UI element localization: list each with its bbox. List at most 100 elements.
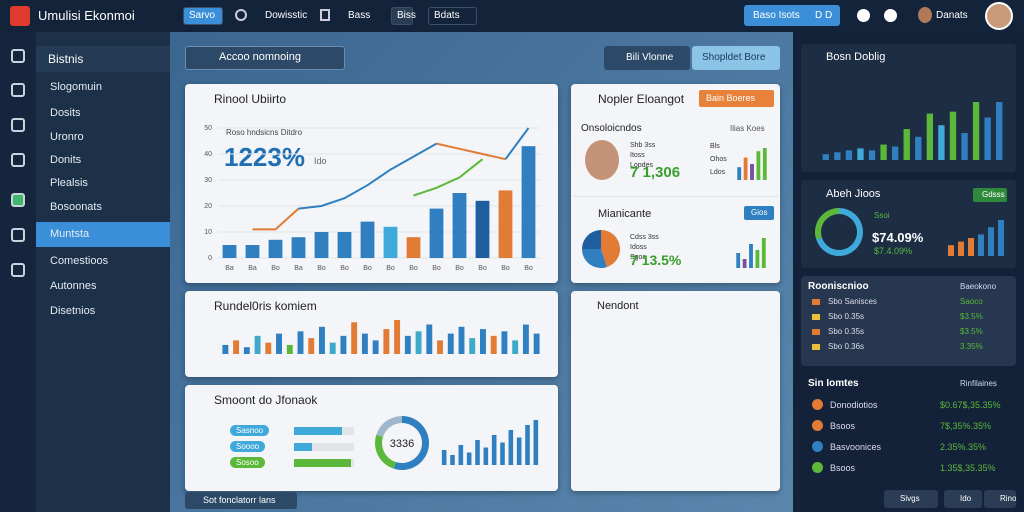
row-dot — [812, 399, 823, 410]
row-dot — [812, 420, 823, 431]
active-item[interactable] — [36, 222, 170, 247]
footer-pill-label[interactable]: Sot fonclatorr lans — [203, 495, 276, 505]
bar — [750, 164, 754, 180]
bar — [441, 450, 447, 465]
bar — [447, 333, 454, 354]
nav-item[interactable]: Biss — [397, 10, 416, 21]
icon[interactable] — [884, 9, 897, 22]
row-icon — [812, 314, 820, 320]
sidebar-item[interactable]: Disetnios — [50, 305, 96, 317]
progress-fill — [294, 443, 312, 451]
panel-button-label[interactable]: Rino — [1000, 494, 1017, 503]
bar — [383, 329, 390, 354]
user-name[interactable]: Danats — [936, 10, 968, 21]
nav-button[interactable] — [183, 7, 223, 25]
section-note: Rinfilaines — [960, 379, 997, 388]
sidebar-item[interactable]: Muntsta — [50, 228, 90, 240]
panel-button-label[interactable]: Ido — [960, 494, 972, 503]
nav-icon[interactable] — [11, 228, 25, 242]
bar — [426, 324, 433, 354]
button-label[interactable]: Gios — [751, 208, 768, 217]
bar — [755, 250, 760, 268]
filter-label[interactable]: Bili Vlonne — [626, 52, 674, 63]
nav-icon[interactable] — [11, 49, 25, 63]
summary-bars — [441, 420, 539, 465]
overview-chart: 0 10 20 30 40 50 Ba Ba Bo Ba Bo Bo Bo Bo Bo Bo Bo Bo Bo Bo — [204, 125, 540, 272]
sidebar-item[interactable]: Plealsis — [50, 177, 88, 189]
action-button[interactable] — [744, 5, 840, 26]
bar — [958, 241, 964, 256]
panel-button[interactable] — [884, 490, 938, 508]
row-value: 3.35% — [960, 342, 983, 351]
nav-icon[interactable] — [11, 83, 25, 97]
sidebar-item[interactable]: Comestioos — [50, 255, 109, 267]
footer-pill[interactable] — [185, 492, 297, 509]
donut-label: 3336 — [390, 438, 414, 450]
small-button[interactable] — [744, 206, 774, 220]
slice — [375, 434, 396, 469]
sidebar-item[interactable]: Uronro — [50, 131, 84, 143]
gauge-sub: $7.4.09% — [874, 246, 913, 256]
sidebar-item[interactable]: Autonnes — [50, 280, 97, 292]
bar — [372, 340, 379, 354]
x-tick-label: Bo — [409, 265, 418, 272]
sidebar-item[interactable]: Slogomuin — [50, 81, 102, 93]
bar — [961, 132, 968, 160]
icon[interactable] — [857, 9, 870, 22]
button-label[interactable]: Bain Boeres — [706, 93, 756, 103]
nav-icon[interactable] — [11, 193, 25, 207]
nav-icon[interactable] — [11, 153, 25, 167]
search-box[interactable] — [185, 46, 345, 70]
bar — [857, 148, 864, 160]
search-text[interactable]: Accoo nomnoing — [219, 51, 301, 63]
nav-button[interactable] — [391, 7, 413, 25]
section-title: Sin Iomtes — [808, 378, 859, 389]
profile-button[interactable] — [699, 90, 774, 107]
gauge-label: Ssoi — [874, 211, 890, 220]
bar — [222, 344, 229, 354]
nav-item[interactable]: Bdats — [434, 10, 460, 21]
stat-label: Bls — [710, 143, 720, 150]
sidebar-item[interactable]: Bosoonats — [50, 201, 102, 213]
profile-pie — [582, 230, 620, 268]
panel-button[interactable] — [944, 490, 982, 508]
primary-button[interactable] — [692, 46, 780, 70]
x-tick-label: Bo — [432, 265, 441, 272]
sidebar-item[interactable]: Dosits — [50, 107, 81, 119]
x-tick-label: Bo — [363, 265, 372, 272]
nav-item[interactable]: Dowisstic — [265, 10, 308, 21]
nav-icon[interactable] — [11, 118, 25, 132]
sidebar-item[interactable]: Donits — [50, 154, 82, 166]
y-tick-label: 40 — [204, 151, 212, 158]
profile-avatar[interactable] — [985, 2, 1013, 30]
progress-label: Sasnoo — [230, 425, 270, 436]
nav-button[interactable] — [428, 7, 477, 25]
nav-icon[interactable] — [11, 263, 25, 277]
small-button[interactable] — [973, 188, 1007, 202]
bar — [308, 338, 315, 354]
card-title: Smoont do Jfonaok — [214, 393, 318, 407]
row-dot — [812, 462, 823, 473]
bar — [337, 232, 352, 258]
filter-button[interactable] — [604, 46, 690, 70]
x-tick-label: Ba — [248, 265, 257, 272]
nav-item[interactable]: Bass — [348, 10, 371, 21]
nav-item[interactable]: Sarvo — [189, 10, 216, 21]
action-badge[interactable]: D D — [815, 10, 833, 21]
bar — [948, 245, 954, 256]
y-tick-label: 10 — [204, 229, 212, 236]
app-title: Umulisi Ekonmoi — [38, 8, 135, 23]
row-label: Bsoos — [830, 421, 856, 431]
bar — [736, 253, 741, 268]
primary-label[interactable]: Shopldet Bore — [702, 52, 766, 63]
row-value: 1.35$,35.35% — [940, 463, 996, 473]
y-tick-label: 20 — [204, 203, 212, 210]
bar — [915, 136, 922, 160]
card-title: Bosn Doblig — [826, 51, 886, 63]
bar — [742, 259, 747, 268]
action-label[interactable]: Baso Isots — [753, 10, 800, 21]
button-label[interactable]: Gdsss — [982, 190, 1005, 199]
section-title: Onsoloicndos — [581, 123, 642, 134]
panel-button-label[interactable]: Sivgs — [900, 494, 920, 503]
panel-button[interactable] — [984, 490, 1016, 508]
